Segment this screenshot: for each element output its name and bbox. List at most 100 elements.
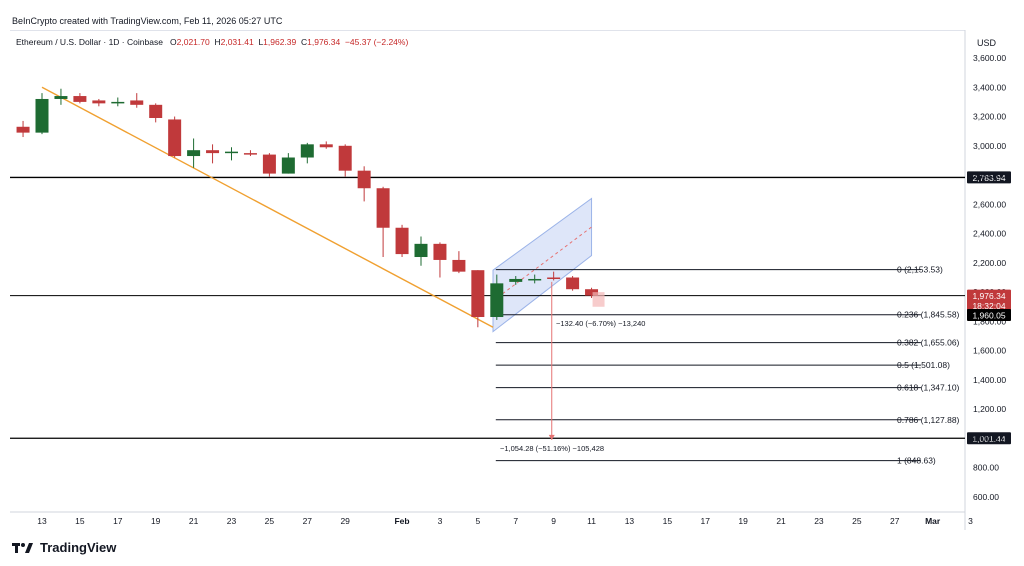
open-label: O	[170, 37, 177, 47]
high-value: 2,031.41	[220, 37, 254, 47]
candle-body-4	[92, 100, 106, 104]
x-tick-13: 9	[551, 516, 556, 526]
chart-credit: BeInCrypto created with TradingView.com,…	[12, 16, 283, 26]
y-tick-8: 2,200.00	[973, 258, 1006, 268]
candle-body-1	[35, 98, 49, 133]
candle-body-21	[414, 243, 428, 258]
candle-body-12	[243, 153, 257, 155]
tradingview-wordmark: TradingView	[40, 540, 117, 555]
symbol-legend: Ethereum / U.S. Dollar · 1D · Coinbase O…	[16, 37, 408, 47]
fib-label-3: 0.5 (1,501.08)	[897, 360, 950, 370]
x-tick-10: 3	[438, 516, 443, 526]
candle-body-29	[566, 277, 580, 290]
x-tick-7: 27	[303, 516, 313, 526]
trendline	[41, 86, 494, 328]
measure-long-label: −1,054.28 (−51.16%) −105,428	[500, 444, 604, 453]
candle-body-25	[490, 283, 504, 318]
candle-body-10	[206, 150, 220, 154]
candle-body-28	[547, 277, 561, 279]
fib-retracement: 0 (2,153.53) 0.236 (1,845.58) 0.382 (1,655…	[495, 265, 960, 466]
price-tag-0	[967, 289, 1011, 312]
level-tag-0	[967, 171, 1011, 184]
channel-fill	[492, 197, 593, 333]
y-tick-11: 2,800.00	[973, 170, 1006, 180]
y-tick-2: 1,000.00	[973, 433, 1006, 443]
x-tick-23: Mar	[925, 516, 941, 526]
x-tick-15: 13	[625, 516, 635, 526]
descending-trendline	[41, 86, 494, 328]
price-tag-1	[967, 308, 1011, 321]
x-tick-6: 25	[265, 516, 275, 526]
price-axis: 600.00 800.00 1,000.00 1,200.00 1,400.00 1,60…	[973, 53, 1006, 502]
candle-body-5	[111, 101, 125, 104]
x-tick-19: 21	[776, 516, 786, 526]
candle-body-13	[262, 154, 276, 174]
projection-box	[592, 292, 605, 307]
price-tag-countdown-0: 18:32:04	[972, 301, 1005, 311]
x-tick-20: 23	[814, 516, 824, 526]
candle-body-18	[357, 170, 371, 189]
x-tick-18: 19	[738, 516, 748, 526]
candle-body-8	[168, 119, 182, 157]
y-tick-1: 800.00	[973, 463, 999, 473]
candle-body-17	[338, 145, 352, 171]
candle-body-30	[585, 289, 599, 296]
fib-label-4: 0.618 (1,347.10)	[897, 383, 960, 393]
y-tick-0: 600.00	[973, 492, 999, 502]
candle-body-15	[300, 144, 314, 158]
tradingview-logo-icon	[12, 542, 33, 553]
candle-body-16	[319, 144, 333, 148]
y-tick-10: 2,600.00	[973, 199, 1006, 209]
open-value: 2,021.70	[176, 37, 210, 47]
candle-body-20	[395, 227, 409, 255]
level-tag-1	[967, 432, 1011, 445]
candle-body-24	[471, 270, 485, 318]
low-value: 1,962.39	[263, 37, 297, 47]
candle-body-2	[54, 96, 68, 99]
level-tag-label-0: 2,783.94	[972, 173, 1005, 183]
price-tag-label-1: 1,960.05	[972, 310, 1005, 320]
y-tick-6: 1,800.00	[973, 316, 1006, 326]
time-axis: 13 15 17 19 21 23 25 27 29 Feb 3 5 7 9 11 13 15 17 19 21 23 2…	[37, 516, 973, 526]
candle-body-3	[73, 96, 87, 102]
measure-short-label: −132.40 (−6.70%) −13,240	[556, 319, 645, 328]
x-tick-3: 19	[151, 516, 161, 526]
measure-arrow-head	[548, 434, 555, 440]
horizontal-levels: 2,783.94 1,001.44	[10, 171, 1011, 445]
y-tick-12: 3,000.00	[973, 141, 1006, 151]
price-channel	[492, 197, 593, 333]
x-tick-9: Feb	[394, 516, 409, 526]
price-tag-label-0: 1,976.34	[972, 291, 1005, 301]
x-tick-8: 29	[340, 516, 350, 526]
y-tick-3: 1,200.00	[973, 404, 1006, 414]
currency-label: USD	[977, 38, 997, 48]
fib-label-1: 0.236 (1,845.58)	[897, 310, 960, 320]
x-tick-16: 15	[663, 516, 673, 526]
fib-label-0: 0 (2,153.53)	[897, 265, 943, 275]
x-tick-24: 3	[968, 516, 973, 526]
y-tick-9: 2,400.00	[973, 229, 1006, 239]
close-value: 1,976.34	[307, 37, 341, 47]
level-tag-label-1: 1,001.44	[972, 434, 1005, 444]
symbol-name: Ethereum / U.S. Dollar · 1D · Coinbase	[16, 37, 163, 47]
candle-body-11	[225, 151, 238, 154]
candle-body-23	[452, 259, 466, 272]
x-tick-5: 23	[227, 516, 237, 526]
low-label: L	[258, 37, 264, 47]
y-tick-14: 3,400.00	[973, 82, 1006, 92]
y-tick-4: 1,400.00	[973, 375, 1006, 385]
y-tick-15: 3,600.00	[973, 53, 1006, 63]
candles	[16, 88, 605, 328]
candle-body-26	[509, 278, 523, 282]
tradingview-logo: TradingView	[12, 540, 116, 555]
candle-body-9	[187, 150, 201, 157]
y-tick-13: 3,200.00	[973, 112, 1006, 122]
close-label: C	[301, 37, 308, 47]
x-tick-1: 15	[75, 516, 85, 526]
candle-body-14	[281, 157, 295, 174]
fib-label-2: 0.382 (1,655.06)	[897, 338, 960, 348]
candle-body-6	[130, 100, 144, 105]
candle-body-19	[376, 188, 390, 228]
